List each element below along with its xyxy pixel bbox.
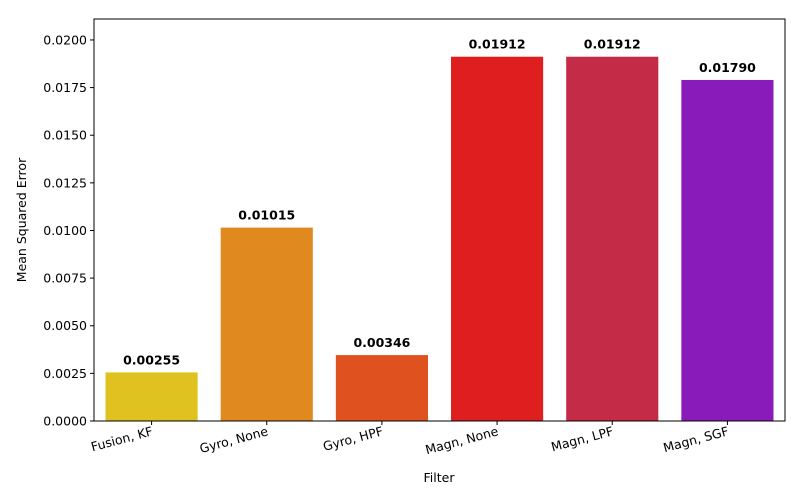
x-axis-label: Filter [424, 470, 456, 485]
y-tick-label: 0.0200 [43, 32, 87, 47]
y-tick-label: 0.0000 [43, 414, 87, 429]
value-label: 0.01015 [238, 208, 295, 223]
x-tick-label: Magn, SGF [662, 423, 731, 455]
y-tick-label: 0.0125 [43, 175, 87, 190]
bar [335, 355, 428, 421]
value-label: 0.00346 [353, 335, 410, 350]
bar [220, 227, 313, 421]
x-tick-label: Magn, None [424, 423, 500, 457]
x-tick-label: Fusion, KF [89, 423, 154, 454]
y-axis-label: Mean Squared Error [14, 157, 29, 282]
x-tick-label: Gyro, None [198, 423, 270, 456]
y-tick-label: 0.0175 [43, 80, 87, 95]
value-label: 0.01912 [469, 37, 526, 52]
x-tick-label: Gyro, HPF [321, 423, 384, 453]
y-tick-label: 0.0025 [43, 366, 87, 381]
y-tick-label: 0.0050 [43, 318, 87, 333]
value-label: 0.00255 [123, 352, 180, 367]
bar [681, 79, 774, 421]
y-tick-label: 0.0150 [43, 128, 87, 143]
y-tick-label: 0.0100 [43, 223, 87, 238]
bar [566, 56, 659, 422]
plot-frame [93, 18, 786, 422]
y-tick-label: 0.0075 [43, 271, 87, 286]
value-label: 0.01912 [584, 37, 641, 52]
bar [105, 372, 198, 421]
bar [451, 56, 544, 422]
value-label: 0.01790 [699, 60, 756, 75]
x-tick-label: Magn, LPF [549, 423, 615, 454]
